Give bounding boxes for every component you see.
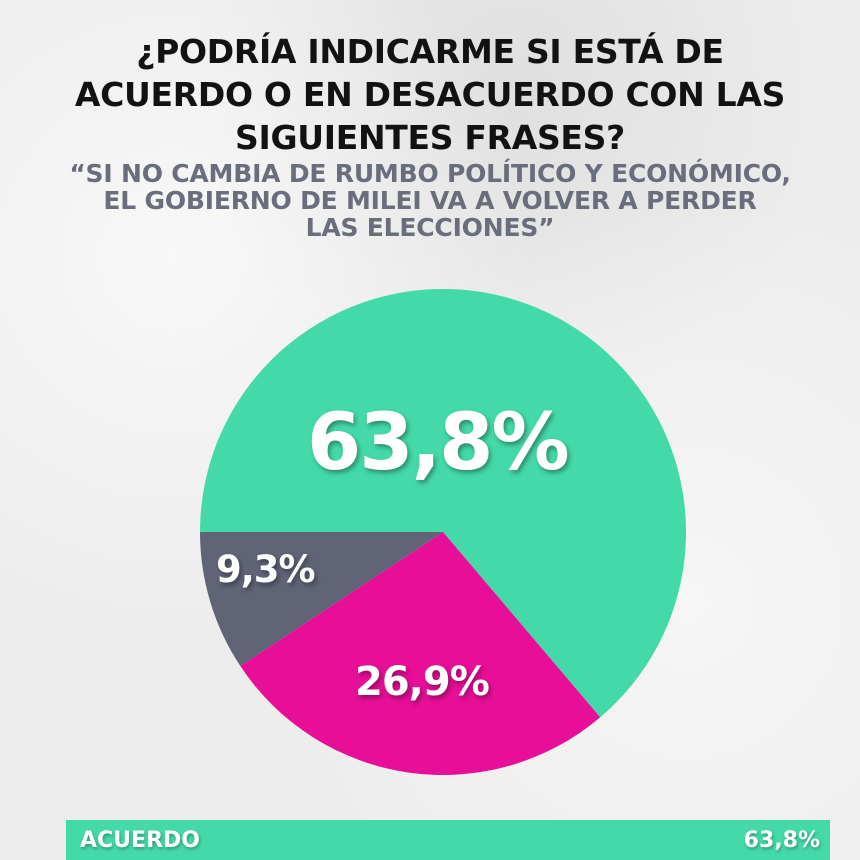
slice-other [200, 532, 443, 667]
chart-subtitle: “SI NO CAMBIA DE RUMBO POLÍTICO Y ECONÓM… [0, 160, 860, 241]
slice-acuerdo [200, 288, 686, 718]
legend-value: 63,8% [743, 827, 820, 853]
slice-label-other: 9,3% [216, 548, 316, 591]
title-line-1: ¿PODRÍA INDICARME SI ESTÁ DE [136, 32, 724, 71]
slice-label-acuerdo: 63,8% [307, 398, 570, 488]
title-line-2: ACUERDO O EN DESACUERDO CON LAS [74, 75, 786, 114]
subtitle-line-2: EL GOBIERNO DE MILEI VA A VOLVER A PERDE… [103, 186, 757, 215]
legend-label: ACUERDO [80, 827, 200, 853]
subtitle-line-1: “SI NO CAMBIA DE RUMBO POLÍTICO Y ECONÓM… [69, 159, 791, 188]
legend-bar-acuerdo: ACUERDO 63,8% [66, 820, 830, 860]
subtitle-line-3: LAS ELECCIONES” [305, 213, 555, 242]
title-line-3: SIGUIENTES FRASES? [235, 118, 625, 157]
chart-title: ¿PODRÍA INDICARME SI ESTÁ DE ACUERDO O E… [0, 30, 860, 159]
slice-label-desacuerdo: 26,9% [355, 659, 490, 705]
slice-desacuerdo [240, 532, 601, 775]
